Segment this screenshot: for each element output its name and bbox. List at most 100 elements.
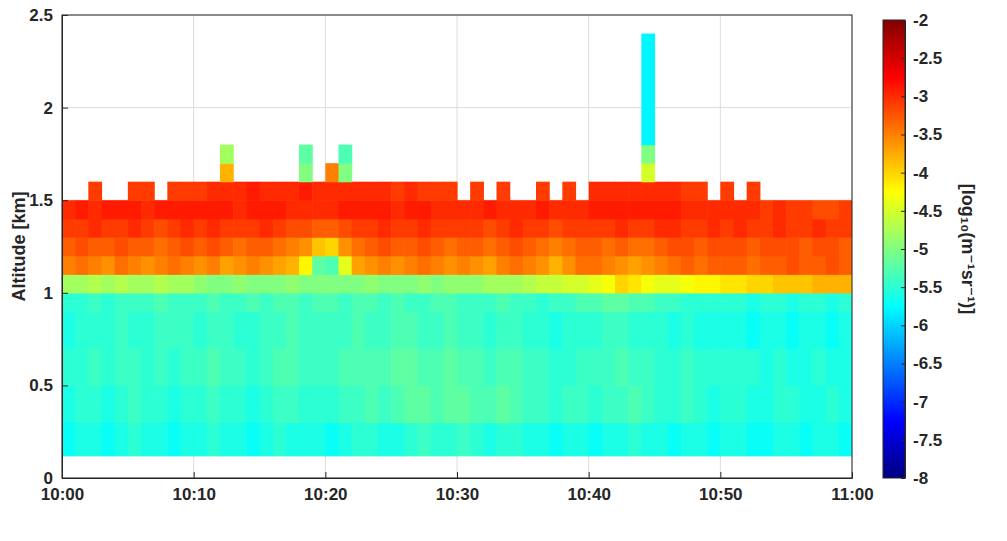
heatmap-cell — [641, 311, 655, 349]
heatmap-cell — [352, 219, 366, 238]
colorbar-tick-mark — [901, 58, 905, 59]
heatmap-cell — [141, 422, 155, 456]
colorbar-tick-mark — [901, 402, 905, 403]
heatmap-cell — [62, 311, 76, 349]
x-tick-label: 10:20 — [304, 485, 347, 504]
heatmap-cell — [760, 274, 774, 293]
heatmap-cell — [589, 348, 603, 386]
heatmap-cell — [233, 182, 247, 201]
heatmap-cell — [497, 200, 511, 219]
heatmap-cell — [431, 348, 445, 386]
heatmap-cell — [128, 237, 142, 256]
heatmap-cell — [523, 348, 537, 386]
heatmap-cell — [549, 200, 563, 219]
heatmap-cell — [299, 182, 313, 201]
heatmap-cell — [391, 274, 405, 293]
heatmap-cell — [668, 200, 682, 219]
heatmap-cell — [339, 274, 353, 293]
heatmap-cell — [181, 422, 195, 456]
heatmap-cell — [720, 200, 734, 219]
heatmap-cell — [404, 237, 418, 256]
heatmap-cell — [760, 348, 774, 386]
heatmap-cell — [220, 256, 234, 275]
chart-svg: 10:0010:1010:2010:3010:4010:5011:0000.51… — [0, 0, 1007, 541]
heatmap-cell — [260, 200, 274, 219]
heatmap-cell — [167, 293, 181, 312]
heatmap-cell — [786, 385, 800, 423]
heatmap-cell — [483, 422, 497, 456]
plot-background — [62, 15, 852, 478]
heatmap-cell — [510, 274, 524, 293]
heatmap-cell — [62, 293, 76, 312]
heatmap-cell — [734, 348, 748, 386]
heatmap-cell — [431, 385, 445, 423]
heatmap-cell — [510, 237, 524, 256]
y-tick-mark — [62, 385, 68, 386]
heatmap-cell — [655, 200, 669, 219]
heatmap-cell — [404, 256, 418, 275]
heatmap-cell — [286, 237, 300, 256]
heatmap-cell — [694, 182, 708, 201]
heatmap-cell — [773, 293, 787, 312]
heatmap-cell — [391, 219, 405, 238]
heatmap-cell — [747, 274, 761, 293]
heatmap-cell — [576, 311, 590, 349]
heatmap-cell — [194, 385, 208, 423]
heatmap-cell — [576, 348, 590, 386]
heatmap-cell — [115, 293, 129, 312]
colorbar-tick: -5.5 — [901, 278, 942, 297]
heatmap-cell — [826, 311, 840, 349]
colorbar-tick-mark — [901, 287, 905, 288]
heatmap-cell — [325, 274, 339, 293]
heatmap-cell — [510, 293, 524, 312]
heatmap-cell — [260, 219, 274, 238]
heatmap-cell — [444, 348, 458, 386]
heatmap-cell — [233, 385, 247, 423]
heatmap-cell — [615, 348, 629, 386]
heatmap-cell — [312, 182, 326, 201]
heatmap-cell — [523, 200, 537, 219]
x-tick-label: 10:40 — [567, 485, 610, 504]
heatmap-cell — [576, 422, 590, 456]
heatmap-cell — [641, 274, 655, 293]
heatmap-cell — [641, 219, 655, 238]
heatmap-cell — [391, 385, 405, 423]
heatmap-cell — [220, 182, 234, 201]
heatmap-cell — [562, 182, 576, 201]
heatmap-cell — [325, 311, 339, 349]
heatmap-cell — [444, 293, 458, 312]
heatmap-cell — [431, 311, 445, 349]
heatmap-cell — [404, 200, 418, 219]
y-tick-label: 2 — [44, 99, 53, 118]
heatmap-cell — [839, 274, 852, 293]
y-axis: 00.511.522.5 — [29, 6, 68, 488]
heatmap-cell — [75, 422, 89, 456]
heatmap-cell — [707, 256, 721, 275]
heatmap-cell — [418, 422, 432, 456]
y-tick: 2.5 — [29, 6, 68, 25]
heatmap-cell — [602, 293, 616, 312]
x-tick: 11:00 — [831, 472, 874, 504]
heatmap-cell — [378, 293, 392, 312]
heatmap-cell — [799, 219, 813, 238]
heatmap-cell — [799, 274, 813, 293]
heatmap-cell — [102, 237, 116, 256]
heatmap-cell — [668, 274, 682, 293]
x-axis: 10:0010:1010:2010:3010:4010:5011:00 — [41, 472, 874, 504]
heatmap-cell — [325, 237, 339, 256]
heatmap-cell — [312, 385, 326, 423]
heatmap-cell — [523, 274, 537, 293]
x-axis-line — [63, 478, 853, 479]
heatmap-cell — [141, 200, 155, 219]
heatmap-cell — [602, 385, 616, 423]
x-tick-mark — [325, 472, 326, 478]
heatmap-cell — [154, 348, 168, 386]
colorbar-tick: -5 — [901, 240, 928, 259]
heatmap-cell — [102, 385, 116, 423]
colorbar-tick: -2.5 — [901, 49, 942, 68]
heatmap-cell — [734, 385, 748, 423]
heatmap-cell — [720, 182, 734, 201]
heatmap-cell — [220, 348, 234, 386]
heatmap-cell — [707, 274, 721, 293]
heatmap-cell — [339, 145, 353, 164]
